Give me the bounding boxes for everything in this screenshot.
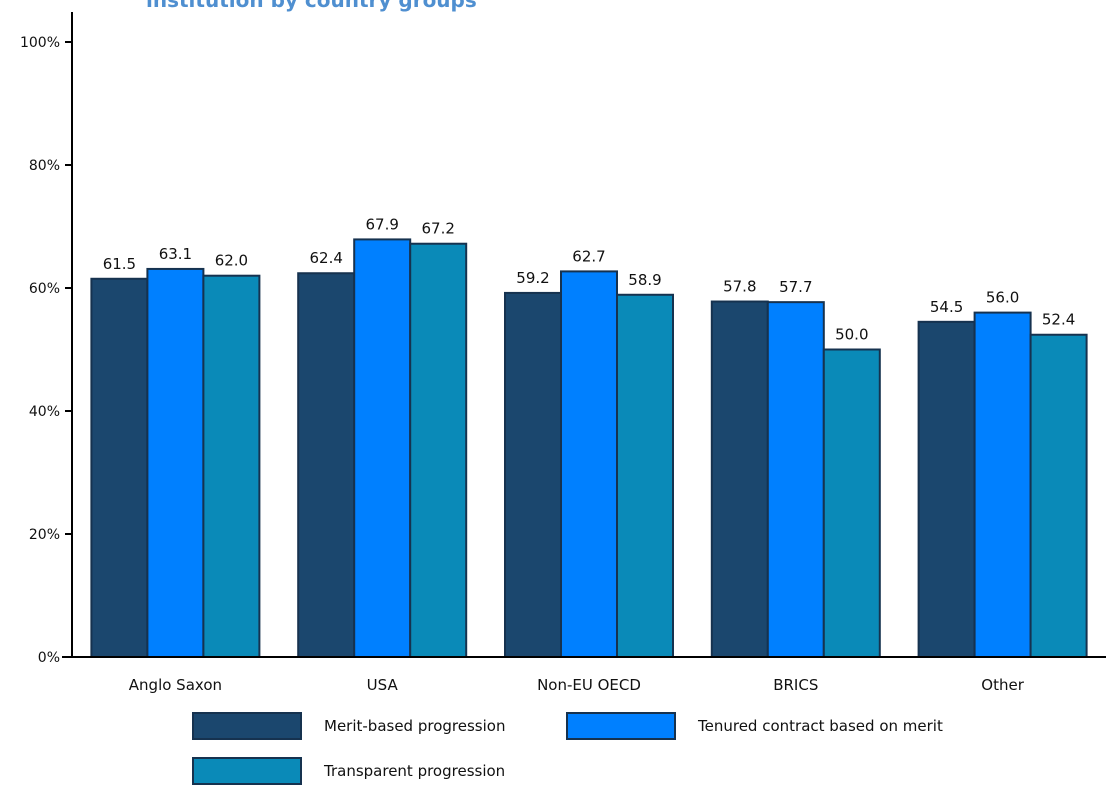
- legend-item-merit: Merit-based progression: [192, 712, 505, 740]
- y-tick-label: 100%: [20, 35, 60, 51]
- bar-1-2: [560, 270, 618, 658]
- x-category-label: USA: [367, 676, 399, 694]
- bar-2-2: [616, 293, 674, 658]
- data-label: 57.7: [779, 278, 812, 296]
- bar-2-0: [202, 274, 261, 658]
- data-label: 62.4: [309, 249, 342, 267]
- legend-label-merit: Merit-based progression: [324, 717, 506, 735]
- bar-1-0: [146, 267, 205, 658]
- x-category-label: BRICS: [773, 676, 818, 694]
- bar-1-4: [973, 311, 1032, 658]
- legend-swatch-tenured: [566, 712, 676, 740]
- y-tick-label: 0%: [38, 650, 60, 666]
- bar-0-4: [917, 320, 976, 658]
- bar-2-3: [822, 348, 881, 658]
- data-label: 61.5: [103, 255, 136, 273]
- legend-label-transparent: Transparent progression: [324, 762, 506, 780]
- bar-chart: 0% 20% 40% 60% 80% 100% 61.5 63.1 62.0 Anglo Saxo…: [20, 12, 1106, 694]
- x-category-label: Non-EU OECD: [537, 676, 641, 694]
- data-label: 62.0: [215, 252, 248, 270]
- bar-1-3: [766, 301, 825, 658]
- data-label: 62.7: [572, 247, 605, 265]
- y-tick-label: 20%: [29, 527, 60, 543]
- bar-2-4: [1029, 333, 1088, 658]
- bar-0-0: [90, 277, 149, 658]
- data-label: 63.1: [159, 245, 192, 263]
- bar-0-3: [710, 300, 769, 658]
- x-category-label: Anglo Saxon: [129, 676, 222, 694]
- bar-0-1: [297, 272, 356, 658]
- legend: Merit-based progression Tenured contract…: [192, 712, 1012, 785]
- y-tick-label: 80%: [29, 158, 60, 174]
- data-label: 52.4: [1042, 311, 1075, 329]
- data-label: 54.5: [930, 298, 963, 316]
- data-label: 67.2: [421, 220, 454, 238]
- bar-0-2: [504, 291, 562, 658]
- data-label: 59.2: [516, 269, 549, 287]
- x-category-label: Other: [981, 676, 1024, 694]
- bar-2-1: [409, 242, 468, 658]
- data-label: 67.9: [365, 215, 398, 233]
- bar-1-1: [353, 238, 412, 658]
- data-label: 56.0: [986, 289, 1019, 307]
- legend-item-tenured: Tenured contract based on merit: [566, 712, 943, 740]
- data-label: 57.8: [723, 278, 756, 296]
- legend-swatch-transparent: [192, 757, 302, 785]
- legend-label-tenured: Tenured contract based on merit: [698, 717, 943, 735]
- legend-swatch-merit: [192, 712, 302, 740]
- legend-item-transparent: Transparent progression: [192, 757, 505, 785]
- data-label: 50.0: [835, 326, 868, 344]
- y-tick-label: 40%: [29, 404, 60, 420]
- y-tick-label: 60%: [29, 281, 60, 297]
- data-label: 58.9: [628, 271, 661, 289]
- chart-title: institution by country groups: [146, 0, 477, 12]
